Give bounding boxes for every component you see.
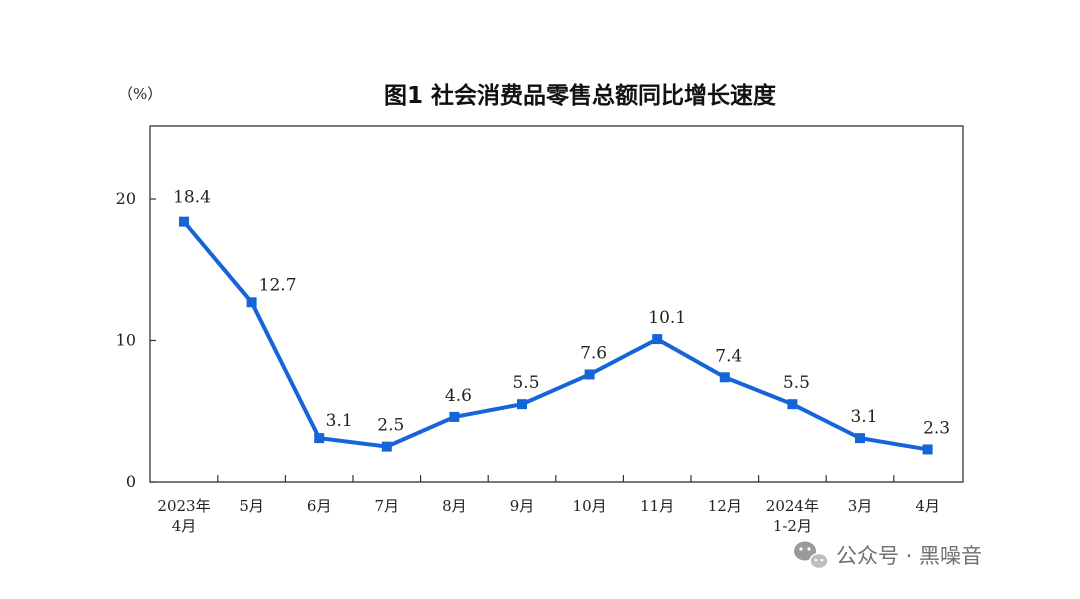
- plot-frame: [149, 125, 964, 483]
- data-label: 2.5: [377, 416, 404, 436]
- data-label: 7.6: [580, 343, 607, 363]
- data-points: [179, 216, 933, 455]
- x-tick-label: 8月: [442, 497, 467, 515]
- y-tick-label: 10: [116, 331, 136, 350]
- x-tick-label: 2023年: [157, 497, 210, 515]
- x-tick-label: 6月: [307, 497, 332, 515]
- data-label: 18.4: [173, 188, 211, 208]
- watermark-text: 公众号 · 黑噪音: [836, 544, 982, 568]
- data-point: [719, 372, 730, 383]
- data-label: 3.1: [326, 411, 353, 431]
- x-tick-label: 12月: [708, 497, 742, 515]
- data-label: 12.7: [259, 275, 297, 295]
- x-tick-label: 4月: [172, 517, 197, 535]
- data-label: 7.4: [715, 346, 742, 366]
- data-point: [652, 334, 663, 345]
- y-axis: 0 10 20: [116, 189, 156, 491]
- data-label: 2.3: [923, 418, 950, 438]
- x-tick-label: 9月: [510, 497, 535, 515]
- x-tick-label: 5月: [239, 497, 264, 515]
- data-point: [246, 297, 257, 308]
- x-tick-label: 3月: [848, 497, 873, 515]
- data-point: [922, 444, 933, 455]
- data-label: 4.6: [445, 386, 472, 406]
- data-point: [787, 399, 798, 410]
- data-label: 5.5: [783, 373, 810, 393]
- data-label: 3.1: [850, 407, 877, 427]
- x-tick-label: 10月: [573, 497, 607, 515]
- x-tick-label: 2024年: [766, 497, 819, 515]
- x-tick-label: 4月: [915, 497, 940, 515]
- x-axis: 2023年 4月 5月 6月 7月 8月 9月 10月 11月 12月 2024年 1-2月 3月 4月: [157, 475, 940, 535]
- data-point: [517, 399, 527, 410]
- data-label: 5.5: [512, 373, 539, 393]
- watermark: 公众号 · 黑噪音: [794, 541, 982, 570]
- data-point: [381, 441, 392, 452]
- data-label: 10.1: [648, 308, 686, 328]
- chart-title: 图1 社会消费品零售总额同比增长速度: [384, 82, 777, 109]
- data-point: [179, 216, 189, 227]
- data-point: [584, 369, 595, 380]
- data-point: [449, 411, 460, 422]
- data-point: [314, 433, 325, 444]
- data-point: [855, 433, 865, 444]
- y-tick-label: 20: [116, 189, 136, 208]
- x-tick-label: 1-2月: [773, 517, 812, 535]
- x-tick-label: 11月: [640, 497, 674, 515]
- y-tick-label: 0: [126, 472, 136, 491]
- series-line: [182, 219, 930, 452]
- data-labels: 18.4 12.7 3.1 2.5 4.6 5.5 7.6 10.1 7.4 5.5 3.1 2.3: [173, 188, 950, 439]
- wechat-icon: [794, 541, 829, 570]
- x-tick-label: 7月: [375, 497, 400, 515]
- y-unit-label: （%）: [118, 85, 162, 103]
